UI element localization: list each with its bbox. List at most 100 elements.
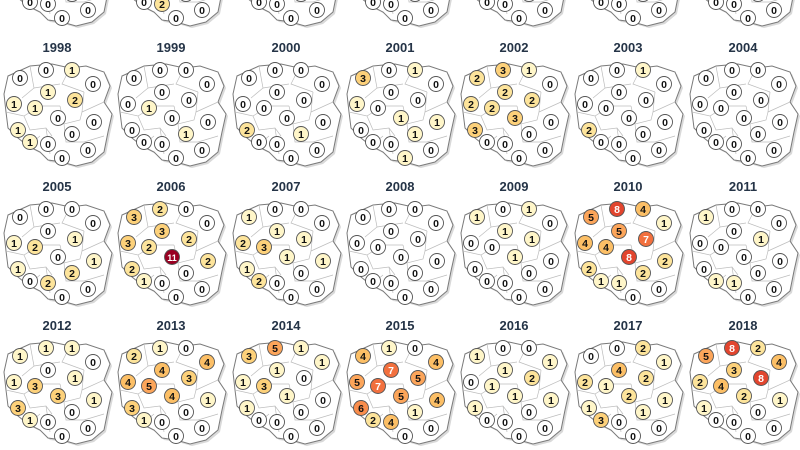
region-circle (696, 122, 712, 138)
region-marker-dolnoslaskie: 6 (353, 400, 369, 416)
region-marker-kujawsko-pomorskie: 3 (154, 223, 170, 239)
region-marker-opolskie: 1 (708, 273, 724, 289)
region-value: 1 (301, 234, 307, 246)
region-value: 0 (502, 278, 508, 290)
region-circle (181, 370, 197, 386)
region-circle (771, 354, 787, 370)
region-circle (423, 142, 439, 158)
region-circle (80, 2, 96, 18)
region-marker-malopolskie: 0 (511, 428, 527, 444)
region-value: 0 (90, 218, 96, 230)
region-border (480, 393, 510, 415)
region-circle (383, 136, 399, 152)
region-value: 2 (741, 391, 747, 403)
region-circle (314, 76, 330, 92)
region-marker-podkarpackie: 0 (423, 2, 439, 18)
region-value: 6 (358, 403, 364, 415)
region-value: 0 (500, 204, 506, 216)
region-value: 0 (183, 65, 189, 77)
region-circle (511, 150, 527, 166)
region-marker-dolnoslaskie: 0 (467, 261, 483, 277)
region-marker-warminsko-mazurskie: 2 (635, 340, 651, 356)
region-border (23, 254, 53, 276)
region-marker-lubuskie: 1 (6, 235, 22, 251)
region-marker-kujawsko-pomorskie: 0 (383, 223, 399, 239)
region-value: 0 (284, 113, 290, 125)
region-marker-podlaskie: 0 (199, 215, 215, 231)
region-marker-mazowieckie: 0 (410, 231, 426, 247)
region-value: 7 (643, 234, 649, 246)
year-label: 1999 (156, 40, 186, 55)
region-marker-podlaskie: 0 (428, 215, 444, 231)
region-circle (393, 110, 409, 126)
region-circle (154, 414, 170, 430)
region-marker-pomorskie: 0 (724, 201, 740, 217)
region-marker-lubuskie: 0 (120, 96, 136, 112)
region-circle (381, 340, 397, 356)
region-marker-malopolskie: 0 (283, 150, 299, 166)
region-circle (497, 275, 513, 291)
region-circle (410, 231, 426, 247)
region-value: 1 (246, 212, 252, 224)
region-value: 0 (388, 278, 394, 290)
region-circle (40, 414, 56, 430)
region-value: 0 (91, 117, 97, 129)
poland-map: 0000100000100000 (343, 0, 457, 32)
region-value: 2 (640, 268, 646, 280)
region-circle (726, 414, 742, 430)
region-value: 0 (516, 431, 522, 443)
region-value: 0 (547, 79, 553, 91)
region-value: 5 (354, 377, 360, 389)
region-marker-swietokrzyskie: 0 (637, 0, 649, 2)
region-value: 0 (319, 79, 325, 91)
region-circle (199, 215, 215, 231)
region-marker-mazowieckie: 1 (67, 231, 83, 247)
region-marker-lodzkie: 2 (621, 388, 637, 404)
region-circle (397, 289, 413, 305)
region-marker-podkarpackie: 0 (537, 420, 553, 436)
region-value: 3 (159, 226, 165, 238)
region-value: 4 (603, 242, 609, 254)
region-value: 1 (758, 234, 764, 246)
region-circle (22, 0, 38, 10)
region-circle (713, 239, 729, 255)
region-circle (635, 340, 651, 356)
region-value: 2 (32, 242, 38, 254)
region-marker-mazowieckie: 3 (181, 370, 197, 386)
region-circle (740, 289, 756, 305)
region-circle (141, 100, 157, 116)
region-circle (152, 340, 168, 356)
region-value: 1 (72, 234, 78, 246)
region-marker-kujawsko-pomorskie: 7 (383, 362, 399, 378)
region-marker-dolnoslaskie: 0 (696, 122, 712, 138)
region-circle (365, 273, 381, 289)
region-marker-kujawsko-pomorskie: 5 (611, 223, 627, 239)
region-value: 0 (755, 407, 761, 419)
region-circle (393, 249, 409, 265)
region-marker-lubuskie: 4 (120, 374, 136, 390)
region-circle (194, 2, 210, 18)
region-marker-opolskie: 1 (136, 412, 152, 428)
region-marker-kujawsko-pomorskie: 1 (269, 223, 285, 239)
region-circle (295, 0, 307, 2)
region-circle (152, 62, 168, 78)
region-circle (657, 114, 673, 130)
region-marker-podkarpackie: 0 (309, 281, 325, 297)
region-marker-opolskie: 2 (365, 412, 381, 428)
region-value: 0 (301, 95, 307, 107)
region-circle (27, 100, 43, 116)
region-circle (365, 0, 381, 10)
region-circle (241, 209, 257, 225)
region-marker-swietokrzyskie: 0 (409, 0, 421, 2)
region-marker-malopolskie: 0 (397, 289, 413, 305)
region-circle (283, 150, 299, 166)
region-value: 0 (298, 407, 304, 419)
region-circle (656, 215, 672, 231)
region-border (23, 393, 53, 415)
region-marker-lubuskie: 1 (6, 96, 22, 112)
region-circle (625, 150, 641, 166)
region-marker-pomorskie: 0 (38, 62, 54, 78)
